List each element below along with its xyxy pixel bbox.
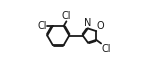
Text: O: O [97, 21, 104, 31]
Text: N: N [84, 18, 92, 28]
Text: Cl: Cl [101, 44, 111, 54]
Text: Cl: Cl [62, 11, 71, 21]
Text: Cl: Cl [37, 21, 47, 31]
